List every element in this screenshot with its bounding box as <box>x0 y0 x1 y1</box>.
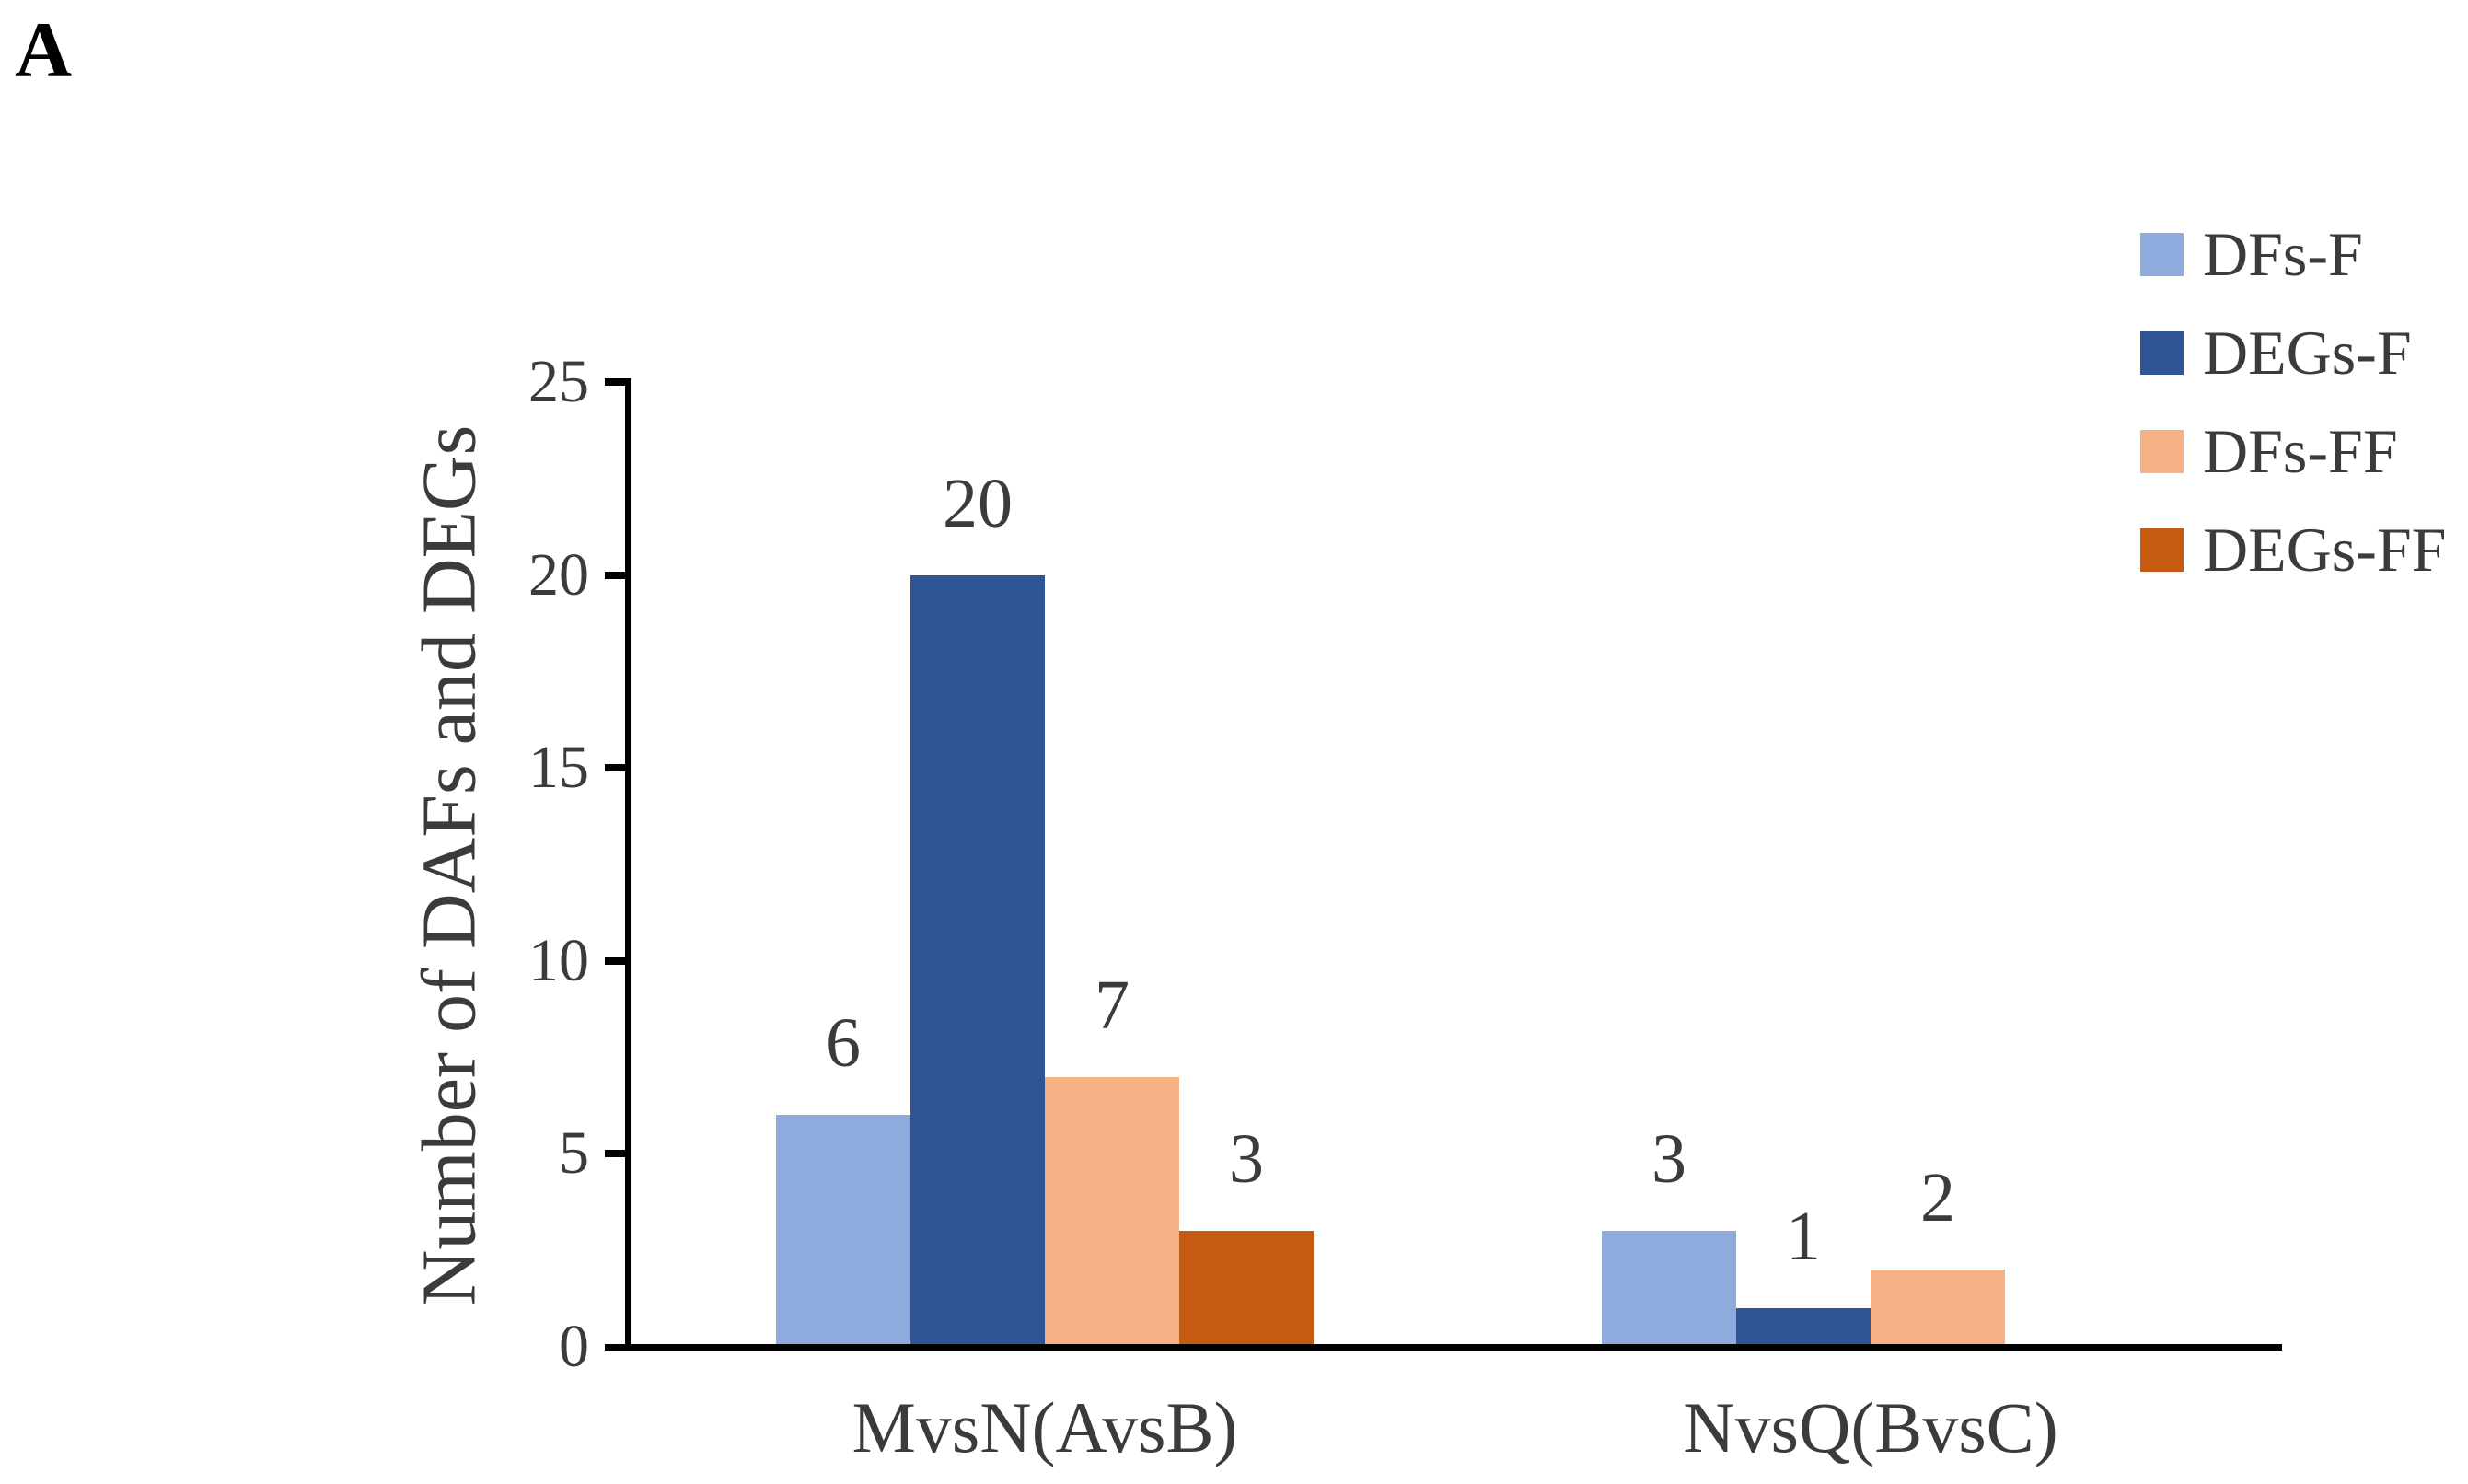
y-tick-label: 10 <box>528 927 589 994</box>
legend-swatch-DFs-F <box>2140 233 2184 276</box>
y-tick-label: 15 <box>528 734 589 801</box>
legend-label-DEGs-FF: DEGs-FF <box>2203 515 2447 585</box>
y-axis-line <box>625 378 631 1351</box>
y-axis-tick <box>605 572 631 579</box>
y-tick-label: 25 <box>528 348 589 415</box>
x-category-label-2: NvsQ(BvsC) <box>1683 1387 2058 1467</box>
legend-label-DFs-FF: DFs-FF <box>2203 416 2398 486</box>
legend-item-DEGs-FF: DEGs-FF <box>2140 515 2447 585</box>
legend-label-DFs-F: DFs-F <box>2203 219 2363 289</box>
y-tick-label: 5 <box>559 1119 589 1187</box>
bar-DEGs-F-group1 <box>910 575 1045 1344</box>
bar-value-label: 6 <box>826 1004 861 1082</box>
bar-DFs-F-group1 <box>776 1115 910 1344</box>
x-category-label-1: MvsN(AvsB) <box>852 1387 1238 1467</box>
bar-DFs-F-group2 <box>1602 1231 1736 1344</box>
bar-DEGs-FF-group1 <box>1179 1231 1314 1344</box>
y-axis-tick <box>605 1150 631 1157</box>
y-tick-label: 20 <box>528 541 589 609</box>
bar-DFs-FF-group2 <box>1871 1270 2005 1344</box>
bar-value-label: 7 <box>1095 967 1130 1044</box>
legend-item-DFs-FF: DFs-FF <box>2140 416 2398 486</box>
y-tick-label: 0 <box>559 1313 589 1380</box>
legend-swatch-DEGs-F <box>2140 331 2184 375</box>
legend-item-DFs-F: DFs-F <box>2140 219 2363 289</box>
bar-value-label: 2 <box>1920 1159 1955 1236</box>
bar-value-label: 20 <box>943 465 1013 542</box>
y-axis-tick <box>605 957 631 965</box>
bar-value-label: 1 <box>1786 1198 1821 1275</box>
legend-swatch-DEGs-FF <box>2140 528 2184 572</box>
y-axis-tick <box>605 764 631 771</box>
bar-value-label: 3 <box>1651 1120 1686 1198</box>
legend-label-DEGs-F: DEGs-F <box>2203 318 2412 388</box>
bar-DEGs-F-group2 <box>1736 1308 1871 1344</box>
y-axis-tick <box>605 378 631 386</box>
panel-label: A <box>15 6 75 94</box>
legend-item-DEGs-F: DEGs-F <box>2140 318 2412 388</box>
legend-swatch-DFs-FF <box>2140 430 2184 473</box>
x-axis-line <box>605 1344 2282 1351</box>
bar-DFs-FF-group1 <box>1045 1077 1179 1344</box>
bar-value-label: 3 <box>1229 1120 1264 1198</box>
